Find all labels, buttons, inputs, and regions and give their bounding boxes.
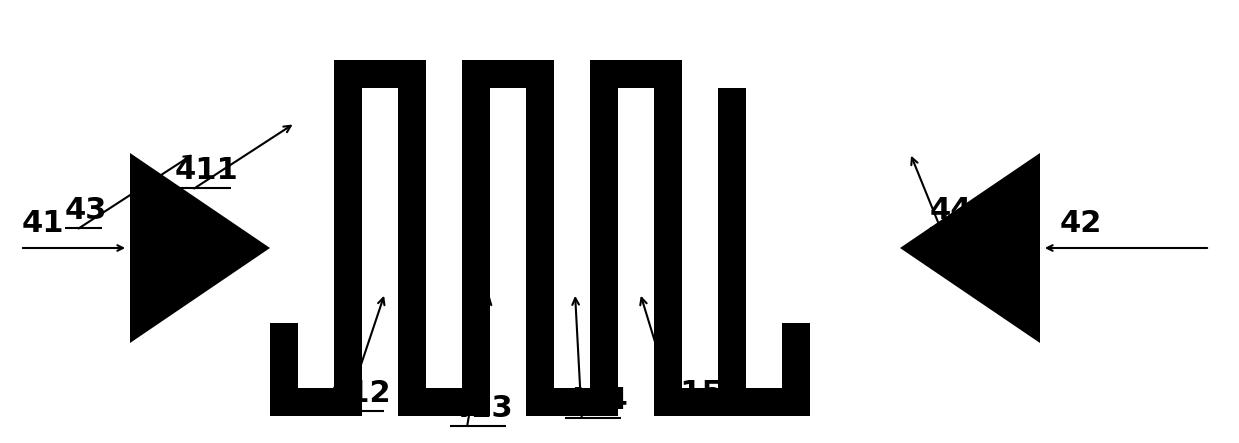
Bar (527, 388, 618, 416)
Text: 44: 44 (930, 196, 973, 225)
Bar (270, 388, 362, 416)
Bar (527, 88, 554, 388)
Text: 415: 415 (660, 379, 724, 408)
Bar (717, 388, 810, 416)
Text: 414: 414 (565, 386, 628, 415)
Polygon shape (130, 153, 270, 343)
Bar (462, 88, 489, 388)
Bar (398, 88, 426, 388)
Bar (398, 388, 489, 416)
Bar (335, 60, 426, 88)
Bar (270, 323, 299, 388)
Bar (782, 323, 810, 388)
Bar (717, 88, 746, 388)
Polygon shape (900, 153, 1040, 343)
Text: 42: 42 (1061, 209, 1103, 238)
Text: 41: 41 (22, 209, 64, 238)
Text: 413: 413 (450, 394, 514, 423)
Text: 412: 412 (328, 379, 392, 408)
Text: 411: 411 (175, 156, 239, 185)
Bar (335, 88, 362, 388)
Text: 43: 43 (64, 196, 108, 225)
Bar (590, 60, 681, 88)
Bar (590, 88, 618, 388)
Bar (654, 388, 746, 416)
Bar (654, 88, 681, 388)
Bar (462, 60, 554, 88)
